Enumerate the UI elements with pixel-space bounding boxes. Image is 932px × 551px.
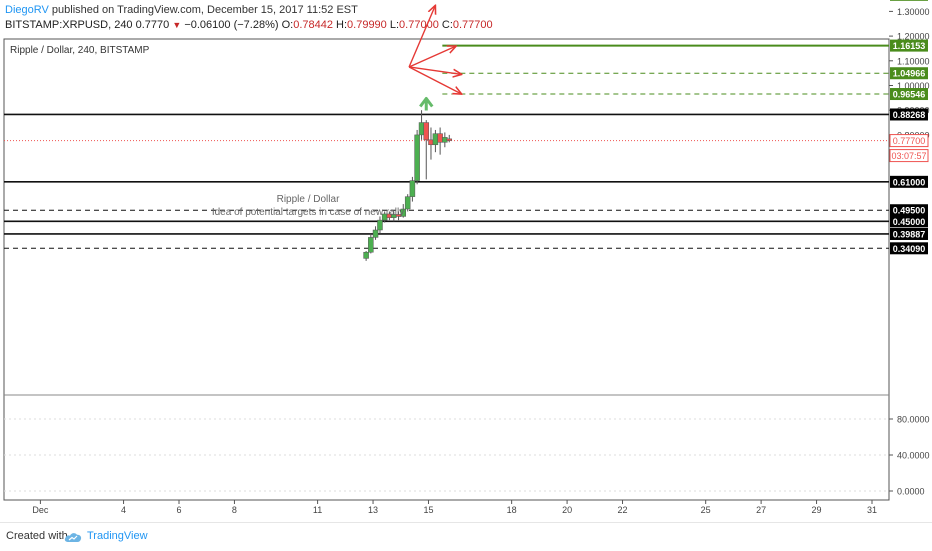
price-axis-label: 40.0000 bbox=[897, 451, 930, 461]
price-levels bbox=[4, 0, 889, 248]
annotation-line-2: Idea of potential targets in case of new… bbox=[212, 207, 404, 218]
time-axis-label: 15 bbox=[423, 505, 433, 515]
price-level-label: 0.49500 bbox=[893, 206, 926, 216]
up-arrow-icon bbox=[420, 98, 432, 110]
time-axis-label: 8 bbox=[232, 505, 237, 515]
price-axis-label: 1.10000 bbox=[897, 56, 930, 66]
time-axis-label: 20 bbox=[562, 505, 572, 515]
price-level-label: 1.04966 bbox=[893, 69, 926, 79]
price-level-label: 0.45000 bbox=[893, 217, 926, 227]
price-axis-label: 80.0000 bbox=[897, 415, 930, 425]
price-axis[interactable]: 1.700001.600001.500001.400001.300001.200… bbox=[889, 0, 930, 497]
countdown-label: 03:07:57 bbox=[891, 151, 926, 161]
time-axis-label: 18 bbox=[507, 505, 517, 515]
candle-body bbox=[415, 135, 420, 181]
price-level-label: 0.39887 bbox=[893, 229, 926, 239]
price-chart[interactable]: 1.700001.600001.500001.400001.300001.200… bbox=[0, 0, 932, 522]
candles bbox=[364, 110, 452, 261]
candle-body bbox=[373, 230, 378, 237]
time-axis-label: Dec bbox=[32, 505, 49, 515]
time-axis-label: 11 bbox=[313, 505, 322, 515]
candle-body bbox=[447, 139, 452, 141]
time-axis-label: 25 bbox=[701, 505, 711, 515]
price-level-label: 0.61000 bbox=[893, 177, 926, 187]
candle-body bbox=[405, 197, 410, 209]
candle-body bbox=[438, 134, 443, 143]
price-level-label: 1.16153 bbox=[893, 41, 926, 51]
current-price-label: 0.77700 bbox=[893, 136, 926, 146]
time-axis-label: 27 bbox=[756, 505, 766, 515]
price-axis-label: 1.30000 bbox=[897, 7, 930, 17]
time-axis-label: 13 bbox=[368, 505, 378, 515]
price-level-label: 0.88268 bbox=[893, 110, 926, 120]
candle-body bbox=[377, 220, 382, 230]
price-level-label: 0.34090 bbox=[893, 244, 926, 254]
created-with-label: Created with bbox=[6, 530, 68, 542]
time-axis-label: 4 bbox=[121, 505, 126, 515]
chart-title: Ripple / Dollar, 240, BITSTAMP bbox=[10, 45, 150, 56]
grid bbox=[4, 419, 889, 491]
annotation-line-1: Ripple / Dollar bbox=[277, 194, 340, 205]
time-axis[interactable]: Dec 4 6 8 11 13 15 18 20 22 25 27 29 31 bbox=[32, 500, 877, 515]
time-axis-label: 31 bbox=[867, 505, 877, 515]
time-axis-label: 6 bbox=[176, 505, 181, 515]
price-axis-label: 0.0000 bbox=[897, 487, 925, 497]
candle-body bbox=[419, 123, 424, 135]
time-axis-label: 29 bbox=[812, 505, 822, 515]
candle-body bbox=[410, 181, 415, 197]
footer: Created with TradingView bbox=[0, 522, 932, 551]
target-arrows bbox=[409, 5, 462, 110]
candle-body bbox=[433, 134, 438, 145]
tradingview-link[interactable]: TradingView bbox=[87, 530, 148, 542]
price-level-label: 0.96546 bbox=[893, 90, 926, 100]
time-axis-label: 22 bbox=[618, 505, 628, 515]
candle-body bbox=[368, 237, 373, 252]
chart-frame bbox=[4, 39, 889, 500]
candle-body bbox=[364, 252, 369, 258]
tradingview-cloud-icon bbox=[64, 531, 82, 543]
candle-body bbox=[424, 123, 429, 140]
